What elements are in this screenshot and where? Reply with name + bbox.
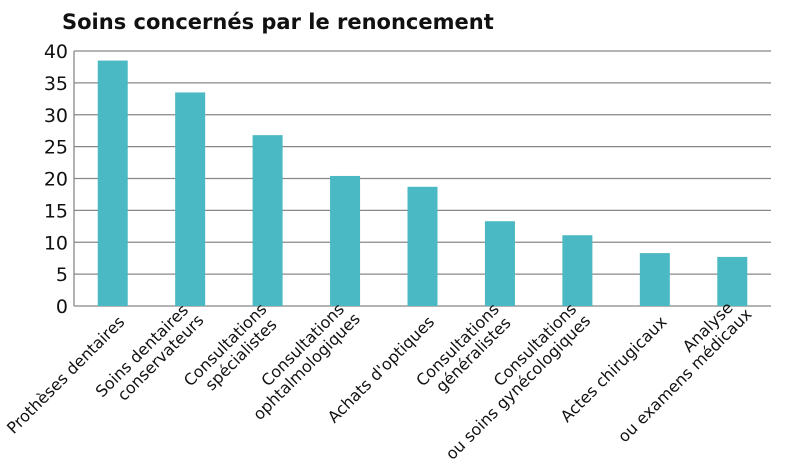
x-tick-label: Soins dentairesconservateurs <box>92 298 208 414</box>
y-tick-label: 20 <box>44 169 68 191</box>
bar <box>639 253 670 306</box>
y-tick-label: 35 <box>44 73 68 95</box>
y-tick-label: 25 <box>44 137 68 159</box>
bar <box>252 135 283 306</box>
bar <box>330 175 361 306</box>
bar <box>407 186 438 306</box>
y-tick-label: 15 <box>44 200 68 222</box>
bar <box>175 92 206 306</box>
bar <box>484 221 515 306</box>
bar <box>717 256 748 306</box>
y-tick-label: 10 <box>44 232 68 254</box>
y-tick-label: 30 <box>44 105 68 127</box>
bar <box>562 235 593 306</box>
y-tick-label: 0 <box>56 296 68 318</box>
chart-title: Soins concernés par le renoncement <box>62 10 494 34</box>
y-tick-label: 5 <box>56 264 68 286</box>
y-tick-label: 40 <box>44 41 68 63</box>
bar <box>97 60 128 306</box>
